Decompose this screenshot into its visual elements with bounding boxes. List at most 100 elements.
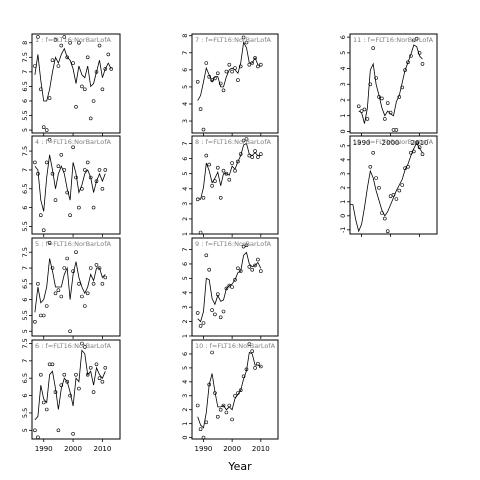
data-point bbox=[47, 138, 52, 142]
data-point bbox=[71, 269, 75, 274]
data-point bbox=[253, 149, 257, 153]
data-point bbox=[103, 67, 108, 71]
data-point bbox=[100, 281, 105, 286]
data-point bbox=[227, 283, 232, 288]
panel-frame bbox=[191, 339, 279, 440]
data-point bbox=[218, 81, 223, 86]
data-point bbox=[91, 390, 96, 394]
data-point bbox=[218, 315, 223, 320]
data-point bbox=[216, 414, 220, 419]
data-point bbox=[198, 230, 203, 235]
y-tick-label: -1 bbox=[339, 227, 347, 233]
data-point bbox=[33, 319, 37, 324]
data-point bbox=[258, 62, 263, 67]
data-point bbox=[391, 128, 396, 132]
data-point bbox=[195, 80, 200, 84]
data-point bbox=[210, 308, 214, 312]
x-tick-label: 2000 bbox=[64, 445, 82, 453]
y-tick-label: 3 bbox=[181, 305, 189, 309]
data-point bbox=[44, 304, 49, 308]
data-point bbox=[201, 127, 206, 132]
data-point bbox=[371, 151, 376, 155]
data-point bbox=[238, 388, 243, 393]
data-point bbox=[221, 309, 226, 314]
data-point bbox=[53, 390, 58, 394]
data-point bbox=[397, 188, 402, 193]
panel-3: 0 1 2 3 4 5 6 1990 2000 2010 11 : f=FLT16:NorBarLo… bbox=[339, 33, 438, 147]
data-point bbox=[420, 62, 425, 66]
data-point bbox=[380, 211, 384, 215]
data-point bbox=[74, 175, 78, 180]
data-point bbox=[238, 152, 243, 156]
y-tick-label: 5 bbox=[181, 172, 189, 176]
y-tick-label: 2 bbox=[181, 408, 189, 412]
data-point bbox=[88, 266, 93, 270]
data-point bbox=[80, 84, 84, 89]
data-point bbox=[65, 379, 69, 384]
panel-label: 9 : f=FLT16:NorBarLofA bbox=[195, 240, 271, 248]
data-point bbox=[50, 58, 55, 63]
y-tick-label: 4 bbox=[181, 291, 189, 295]
data-point bbox=[88, 175, 93, 180]
data-point bbox=[236, 78, 240, 82]
data-point bbox=[77, 40, 81, 45]
data-point bbox=[221, 168, 226, 173]
y-tick-label: 4 bbox=[181, 380, 189, 384]
panel-frame bbox=[349, 33, 438, 134]
panel-7: 5 5.5 6 6.5 7 7.5 5 : f=FLT16:NorBarLofA bbox=[21, 237, 121, 339]
data-point bbox=[195, 403, 200, 408]
data-point bbox=[227, 403, 232, 408]
data-point bbox=[38, 87, 43, 92]
data-point bbox=[44, 407, 49, 412]
panel-label: 4 : f=FLT16:NorBarLofA bbox=[35, 138, 111, 146]
panel-4: 5.5 6 6.5 7 7.5 4 : f=FLT16:NorBarLofA bbox=[21, 135, 121, 237]
data-point bbox=[47, 96, 52, 100]
data-point bbox=[50, 362, 55, 367]
y-tick-label: 2 bbox=[339, 186, 347, 190]
data-point bbox=[33, 428, 37, 433]
data-point bbox=[77, 386, 81, 391]
panels-group: 5 5.5 6 6.5 7 7.5 8 1 : f=FLT16:NorBarLofA 3 4 5 6 7… bbox=[21, 33, 438, 453]
data-point bbox=[59, 294, 64, 299]
data-point bbox=[53, 291, 58, 296]
data-point bbox=[207, 267, 211, 272]
y-tick-label: 5.5 bbox=[21, 221, 29, 231]
data-point bbox=[62, 35, 67, 39]
data-point bbox=[385, 101, 390, 105]
data-point bbox=[230, 285, 234, 289]
y-tick-label: 6 bbox=[21, 206, 29, 210]
panel-1: 5 5.5 6 6.5 7 7.5 8 1 : f=FLT16:NorBarLofA bbox=[21, 33, 121, 136]
y-tick-label: 5 bbox=[181, 85, 189, 89]
data-point bbox=[216, 165, 220, 170]
panel-9: 5 5.5 6 6.5 7 7.5 1990 2000 2010 6 : f=FLT16:NorB… bbox=[21, 338, 121, 453]
data-point bbox=[256, 64, 260, 69]
data-point bbox=[59, 43, 64, 48]
data-point bbox=[213, 76, 217, 81]
data-point bbox=[224, 171, 229, 176]
x-tick-label: 1990 bbox=[35, 445, 53, 453]
data-point bbox=[41, 228, 46, 232]
data-point bbox=[68, 393, 72, 398]
data-point bbox=[88, 116, 93, 121]
data-point bbox=[195, 197, 200, 202]
data-point bbox=[253, 366, 257, 370]
data-point bbox=[244, 40, 249, 45]
data-point bbox=[244, 367, 249, 372]
data-point bbox=[201, 321, 206, 325]
data-point bbox=[250, 155, 254, 159]
data-point bbox=[53, 198, 58, 202]
fit-line bbox=[350, 142, 423, 233]
data-point bbox=[103, 365, 108, 370]
data-point bbox=[65, 55, 69, 60]
panel-label: 8 : f=FLT16:NorBarLofA bbox=[195, 138, 271, 146]
y-tick-label: 6.5 bbox=[21, 184, 29, 194]
data-point bbox=[100, 87, 105, 92]
data-point bbox=[80, 294, 84, 299]
y-tick-label: 2 bbox=[181, 320, 189, 324]
data-point bbox=[207, 162, 211, 167]
y-tick-label: 7 bbox=[21, 266, 29, 270]
data-point bbox=[221, 88, 226, 93]
data-point bbox=[198, 324, 203, 328]
data-point bbox=[74, 105, 78, 109]
data-point bbox=[382, 216, 387, 221]
